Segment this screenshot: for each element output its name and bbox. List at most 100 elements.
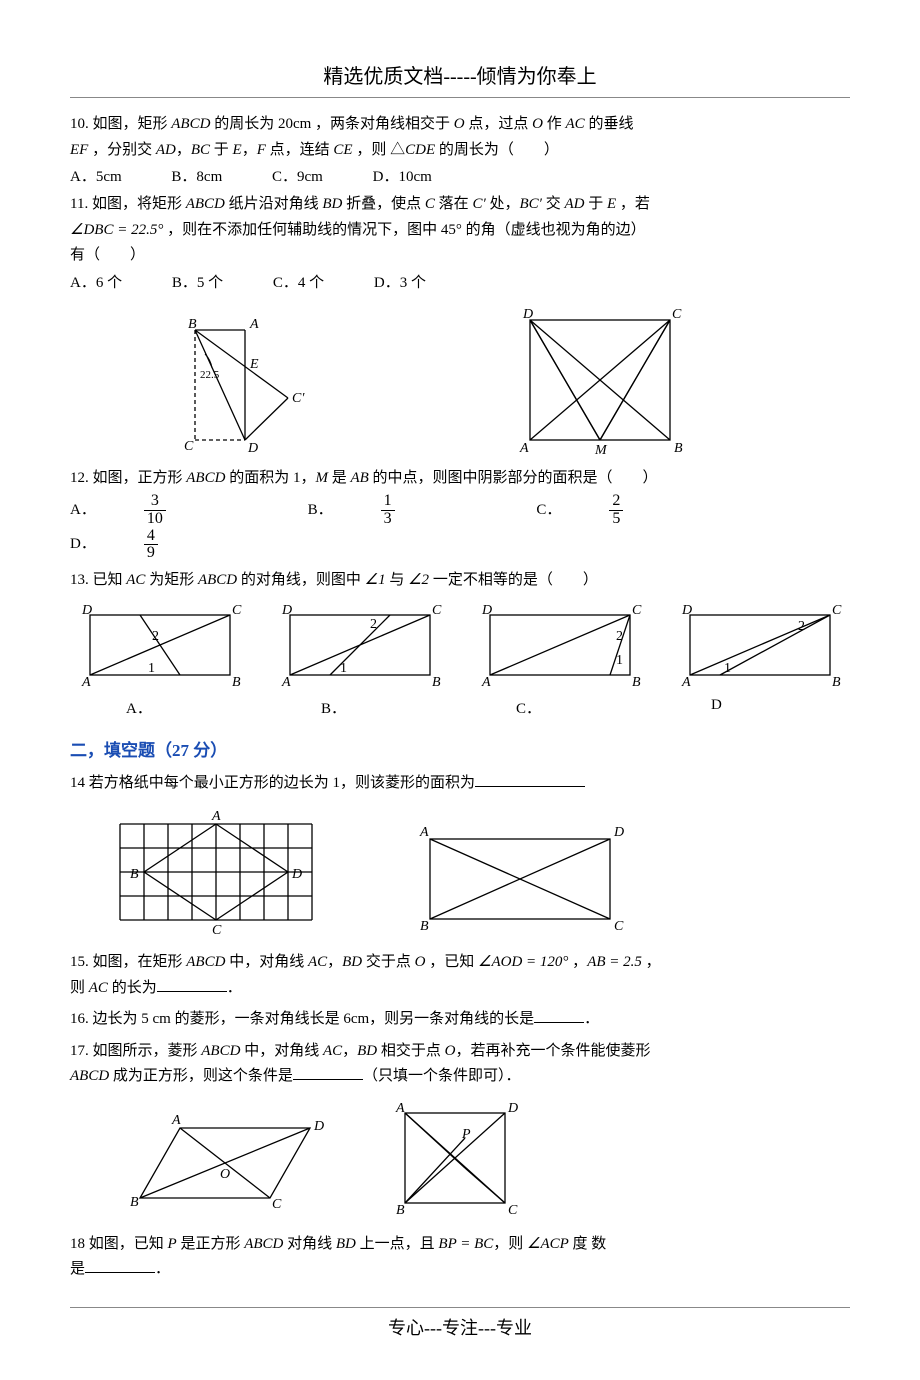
q18-ABCD: ABCD	[244, 1236, 283, 1252]
q17-AC: AC	[323, 1043, 342, 1059]
q12-optA: A．310	[70, 493, 258, 528]
figure-q15: A D B C	[390, 814, 640, 944]
q11-t5: 处，	[486, 196, 520, 212]
q10-CE: CE	[333, 142, 352, 158]
svg-text:D: D	[281, 603, 292, 618]
q11-Cp: C′	[472, 196, 485, 212]
q15-AC2: AC	[89, 980, 108, 996]
q18-d: 上一点，且	[356, 1236, 439, 1252]
q13-ABCD: ABCD	[198, 572, 237, 588]
q12-t4: 的中点，则图中阴影部分的面积是（ ）	[369, 470, 658, 486]
q11-optA: A．6 个	[70, 271, 122, 292]
svg-text:B: B	[432, 675, 441, 690]
fig11-C: C	[184, 439, 194, 454]
question-18: 18 如图，已知 P 是正方形 ABCD 对角线 BD 上一点，且 BP = B…	[70, 1232, 850, 1283]
fig-row-11-12: B A E C′ C D 22.5 D C A M B	[70, 300, 850, 460]
q12-optA-pre: A．	[70, 498, 96, 519]
q10-t4: 点，过点	[465, 116, 533, 132]
q13-t4: 与	[386, 572, 409, 588]
svg-text:1: 1	[148, 661, 155, 676]
q12-M: M	[315, 470, 328, 486]
question-12: 12. 如图，正方形 ABCD 的面积为 1，M 是 AB 的中点，则图中阴影部…	[70, 466, 850, 492]
q10-text: 10. 如图，矩形	[70, 116, 171, 132]
q15-BD: BD	[342, 954, 362, 970]
q12-optA-num: 3	[144, 493, 166, 511]
svg-text:P: P	[461, 1127, 471, 1142]
svg-text:2: 2	[616, 629, 623, 644]
q15-O: O	[415, 954, 426, 970]
q10-E: E	[233, 142, 242, 158]
q15-AC: AC	[308, 954, 327, 970]
figure-q13-B: D C A B 2 1	[270, 600, 450, 695]
q12-optB-pre: B．	[308, 498, 333, 519]
q12-ABCD: ABCD	[186, 470, 225, 486]
q11-t11: 有（ ）	[70, 247, 145, 263]
fig11-D: D	[247, 441, 258, 456]
q17-e: ，若再补充一个条件能使菱形	[456, 1043, 651, 1059]
q17-O: O	[445, 1043, 456, 1059]
q10-t6: 的垂线	[585, 116, 634, 132]
q18-period: ．	[155, 1261, 170, 1277]
q10-optC: C．9cm	[272, 165, 323, 186]
fig11-B: B	[188, 317, 197, 332]
q12-options: A．310 B．13 C．25 D．49	[70, 493, 850, 562]
q15-blank	[157, 976, 227, 992]
q11-optC: C．4 个	[273, 271, 324, 292]
q13-t5: 一定不相等的是（ ）	[429, 572, 598, 588]
q15-a: 15. 如图，在矩形	[70, 954, 186, 970]
q17-ABCD: ABCD	[201, 1043, 240, 1059]
svg-text:D: D	[507, 1101, 518, 1116]
q12-optC-pre: C．	[536, 498, 561, 519]
figure-q14: A B C D	[100, 804, 330, 944]
q10-BC: BC	[191, 142, 210, 158]
q18-a: 18 如图，已知	[70, 1236, 168, 1252]
q16-period: ．	[584, 1011, 599, 1027]
svg-text:A: A	[211, 809, 221, 824]
q13-lA: A．	[70, 697, 265, 718]
q11-t1: 11. 如图，将矩形	[70, 196, 186, 212]
q17-c: ，	[342, 1043, 357, 1059]
q18-P: P	[168, 1236, 177, 1252]
question-14: 14 若方格纸中每个最小正方形的边长为 1，则该菱形的面积为	[70, 771, 850, 797]
figure-q13-C: D C A B 2 1	[470, 600, 650, 695]
q15-g: ，	[642, 954, 661, 970]
q12-optC: C．25	[536, 493, 715, 528]
svg-text:2: 2	[798, 619, 805, 634]
question-11: 11. 如图，将矩形 ABCD 纸片沿对角线 BD 折叠，使点 C 落在 C′ …	[70, 192, 850, 269]
q12-AB: AB	[350, 470, 368, 486]
svg-text:2: 2	[370, 617, 377, 632]
q10-t8: ，	[176, 142, 191, 158]
q10-AC: AC	[566, 116, 585, 132]
q10-20: 20cm	[278, 116, 311, 132]
q16-a: 16. 边长为 5 cm 的菱形，一条对角线长是 6cm，则另一条对角线的长是	[70, 1011, 534, 1027]
q18-c: 对角线	[283, 1236, 336, 1252]
q10-t9: 于	[210, 142, 233, 158]
svg-text:A: A	[481, 675, 491, 690]
svg-text:1: 1	[616, 653, 623, 668]
figure-q18: A D B C P	[370, 1098, 550, 1218]
svg-text:C: C	[232, 603, 242, 618]
figure-q11: B A E C′ C D 22.5	[150, 310, 350, 460]
page-footer: 专心---专注---专业	[70, 1314, 850, 1340]
svg-text:D: D	[481, 603, 492, 618]
q10-t13: 的周长为（ ）	[435, 142, 559, 158]
q18-ang: ∠ACP	[527, 1236, 569, 1252]
q11-optB: B．5 个	[172, 271, 223, 292]
q11-BD: BD	[322, 196, 342, 212]
q13-option-labels: A． B． C． D	[70, 697, 850, 718]
svg-text:D: D	[681, 603, 692, 618]
svg-text:C: C	[832, 603, 842, 618]
q10-t12: ，则 △	[353, 142, 406, 158]
q18-BD: BD	[336, 1236, 356, 1252]
question-15: 15. 如图，在矩形 ABCD 中，对角线 AC，BD 交于点 O ，已知 ∠A…	[70, 950, 850, 1001]
q11-t7: 于	[584, 196, 607, 212]
q13-lB: B．	[265, 697, 460, 718]
q13-lC: C．	[460, 697, 655, 718]
q11-E: E	[607, 196, 616, 212]
question-13: 13. 已知 AC 为矩形 ABCD 的对角线，则图中 ∠1 与 ∠2 一定不相…	[70, 568, 850, 594]
q12-optC-num: 2	[609, 493, 623, 511]
svg-text:C: C	[614, 919, 624, 934]
fig11-A: A	[249, 317, 259, 332]
q13-t3: 的对角线，则图中	[237, 572, 365, 588]
q18-l2: 是	[70, 1261, 85, 1277]
